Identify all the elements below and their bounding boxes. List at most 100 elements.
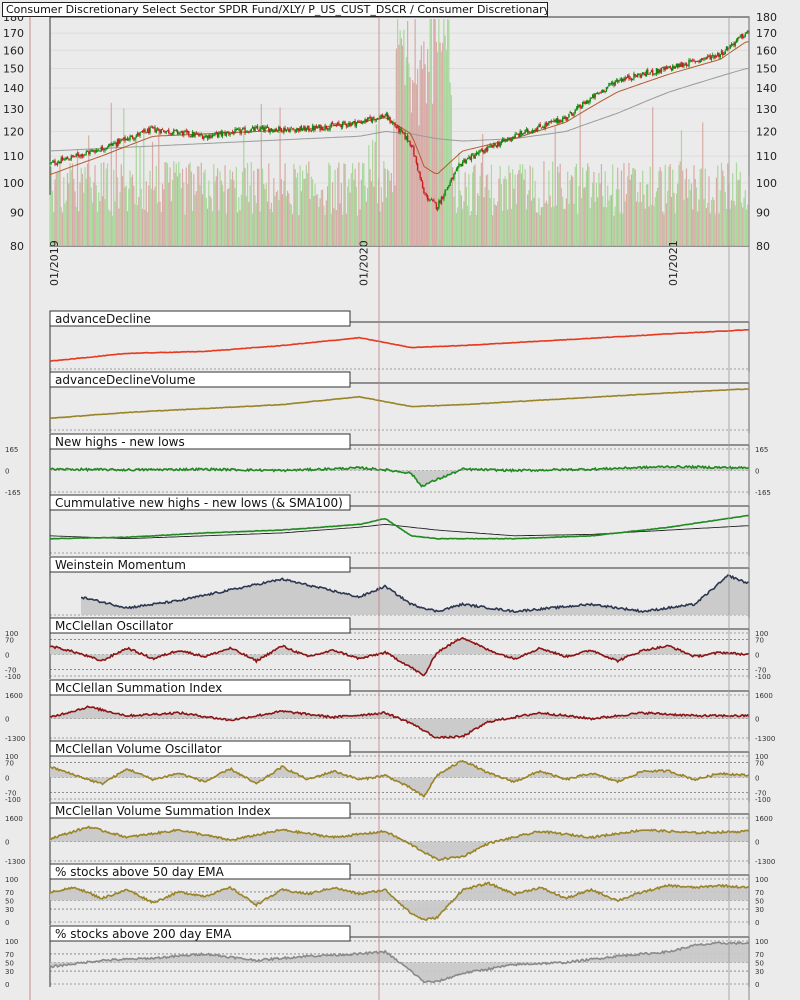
volume-bar xyxy=(717,165,719,246)
candle-body xyxy=(333,124,335,126)
volume-bar xyxy=(205,198,207,246)
volume-bar xyxy=(59,161,61,246)
candle-body xyxy=(84,153,86,156)
candle-body xyxy=(702,58,704,60)
panel-tick-right: 1600 xyxy=(755,815,773,823)
volume-bar xyxy=(723,176,725,246)
candle-body xyxy=(725,46,728,51)
volume-bar xyxy=(535,212,538,246)
volume-bar xyxy=(655,191,658,246)
volume-bar xyxy=(514,174,516,246)
volume-bar xyxy=(196,166,199,246)
candle-body xyxy=(703,59,705,60)
candle-body xyxy=(269,128,271,133)
volume-bar xyxy=(572,176,574,246)
candle-body xyxy=(59,162,61,163)
candle-body xyxy=(652,69,654,75)
candle-body xyxy=(493,143,495,147)
volume-bar xyxy=(124,187,126,246)
price-panel: 80 80 90 90 100 100 110 110 120 120 130 130 140 140 15… xyxy=(3,11,777,286)
volume-bar xyxy=(740,202,743,246)
volume-bar xyxy=(705,208,708,246)
candle-body xyxy=(635,75,638,77)
candle-body xyxy=(496,142,499,147)
panel-tick-right: 0 xyxy=(755,919,759,927)
volume-bar xyxy=(315,195,317,246)
volume-bar xyxy=(604,171,606,246)
candle-body xyxy=(498,142,500,146)
panel-tick-left: 0 xyxy=(5,919,9,927)
candle-body xyxy=(249,131,251,133)
volume-bar xyxy=(612,164,614,246)
candle-body xyxy=(179,132,181,134)
volume-bar xyxy=(732,173,734,246)
candle-body xyxy=(556,118,559,123)
volume-bar xyxy=(130,177,132,246)
panel-tick-right: 0 xyxy=(755,652,759,660)
panel-tick-right: 0 xyxy=(755,716,759,724)
volume-bar xyxy=(678,165,680,246)
candle-body xyxy=(463,159,465,162)
candle-body xyxy=(504,139,506,142)
volume-bar xyxy=(500,184,503,246)
candle-body xyxy=(154,127,156,132)
volume-bar xyxy=(138,197,140,246)
candle-body xyxy=(83,154,85,157)
candle-body xyxy=(150,126,152,128)
candle-body xyxy=(430,199,433,200)
volume-bar xyxy=(450,95,452,246)
candle-body xyxy=(220,131,223,136)
volume-bar xyxy=(593,171,595,246)
candle-body xyxy=(609,83,611,85)
panel-title-box xyxy=(49,310,351,327)
volume-bar xyxy=(186,183,189,246)
volume-bar xyxy=(477,193,479,246)
volume-bar xyxy=(487,174,489,246)
volume-bar xyxy=(527,194,529,246)
candle-body xyxy=(364,118,366,123)
candle-body xyxy=(120,139,122,141)
volume-bar xyxy=(375,124,377,246)
candle-body xyxy=(605,87,608,92)
volume-bar xyxy=(219,171,221,246)
candle-body xyxy=(653,74,655,75)
candle-body xyxy=(309,130,311,132)
volume-bar xyxy=(513,188,515,246)
volume-bar xyxy=(627,176,629,246)
volume-bar xyxy=(455,213,457,246)
price-tick-left: 160 xyxy=(3,44,24,57)
candle-body xyxy=(710,56,713,60)
candle-body xyxy=(647,69,649,74)
volume-bar xyxy=(657,187,659,246)
candle-body xyxy=(574,109,576,113)
candle-body xyxy=(466,157,469,160)
candle-body xyxy=(429,200,431,202)
candle-body xyxy=(363,122,365,123)
volume-bar xyxy=(440,51,442,246)
volume-bar xyxy=(480,162,483,246)
candle-body xyxy=(695,61,698,63)
volume-bar xyxy=(238,197,240,246)
candle-body xyxy=(410,144,413,147)
panel-title: % stocks above 50 day EMA xyxy=(55,865,225,879)
volume-bar xyxy=(528,189,530,246)
volume-bar xyxy=(667,190,669,246)
volume-bar xyxy=(684,179,686,246)
volume-bar xyxy=(429,19,431,246)
volume-bar xyxy=(89,176,91,246)
volume-bar xyxy=(359,209,361,246)
volume-bar xyxy=(254,195,256,246)
volume-bar xyxy=(469,215,471,246)
volume-bar xyxy=(384,168,386,246)
candle-body xyxy=(386,113,389,120)
volume-bar xyxy=(635,201,638,246)
candle-body xyxy=(393,123,395,125)
candle-body xyxy=(506,138,509,141)
candle-body xyxy=(450,178,453,181)
volume-bar xyxy=(289,203,291,246)
candle-body xyxy=(265,126,268,128)
candle-body xyxy=(723,53,725,55)
panel-tick-right: -100 xyxy=(755,673,771,681)
volume-bar xyxy=(230,179,232,246)
candle-body xyxy=(85,151,87,154)
